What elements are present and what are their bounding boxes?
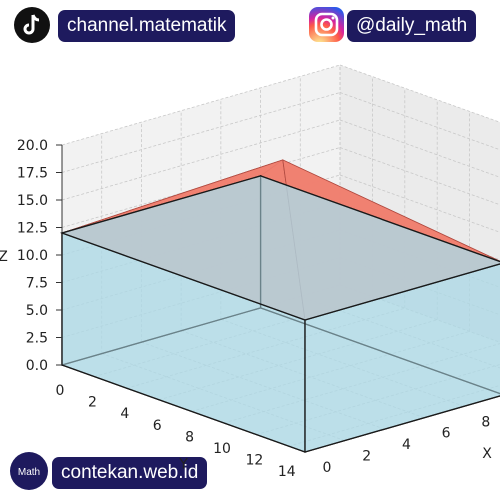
instagram-handle: @daily_math <box>356 15 468 36</box>
z-tick-label: 10.0 <box>17 248 48 264</box>
grid-line <box>61 92 341 173</box>
y-tick-label: 0 <box>56 383 65 399</box>
axis-labels: Y X Z <box>0 249 492 473</box>
z-tick-label: 7.5 <box>26 276 48 292</box>
x-tick-label: 8 <box>481 414 490 430</box>
tiktok-icon <box>14 7 50 43</box>
y-tick-label: 10 <box>213 441 231 457</box>
tiktok-handle-badge: channel.matematik <box>58 10 236 42</box>
tick-labels: 0.0 2.5 5.0 7.5 10.0 12.5 15.0 17.5 20.0 0 2 4 6 8 10 1… <box>17 138 490 480</box>
z-tick-label: 0.0 <box>26 358 48 374</box>
box-face-front <box>304 263 500 453</box>
tiktok-handle: channel.matematik <box>67 15 227 36</box>
z-tick-label: 2.5 <box>26 331 48 347</box>
x-axis-label: X <box>482 446 492 462</box>
grid-line <box>61 147 341 228</box>
x-tick-label: 4 <box>402 437 411 453</box>
x-tick-label: 6 <box>442 426 451 442</box>
y-tick-label: 12 <box>245 453 263 469</box>
y-tick-label: 8 <box>185 429 194 445</box>
website-url: contekan.web.id <box>61 462 199 483</box>
grid-line <box>61 64 341 146</box>
y-tick-label: 2 <box>88 395 97 411</box>
y-axis-label: Y <box>178 457 188 473</box>
x-tick-label: 0 <box>323 460 332 476</box>
y-tick-label: 6 <box>153 418 162 434</box>
solid-shapes <box>59 159 500 453</box>
math-logo-icon: Math <box>10 452 48 490</box>
y-tick-label: 4 <box>120 406 129 422</box>
z-tick-label: 17.5 <box>17 166 48 182</box>
x-tick-label: 2 <box>362 449 371 465</box>
box-face-top <box>59 175 500 321</box>
website-badge: contekan.web.id <box>52 457 208 489</box>
z-axis-label: Z <box>0 249 8 265</box>
z-tick-label: 15.0 <box>17 193 48 209</box>
logo-text: Math <box>18 467 40 478</box>
z-tick-label: 12.5 <box>17 221 48 237</box>
z-tick-label: 5.0 <box>26 303 48 319</box>
instagram-icon <box>309 7 344 42</box>
grid-line <box>61 119 341 201</box>
y-tick-label: 14 <box>278 464 296 480</box>
instagram-handle-badge: @daily_math <box>347 10 477 42</box>
z-tick-label: 20.0 <box>17 138 48 154</box>
